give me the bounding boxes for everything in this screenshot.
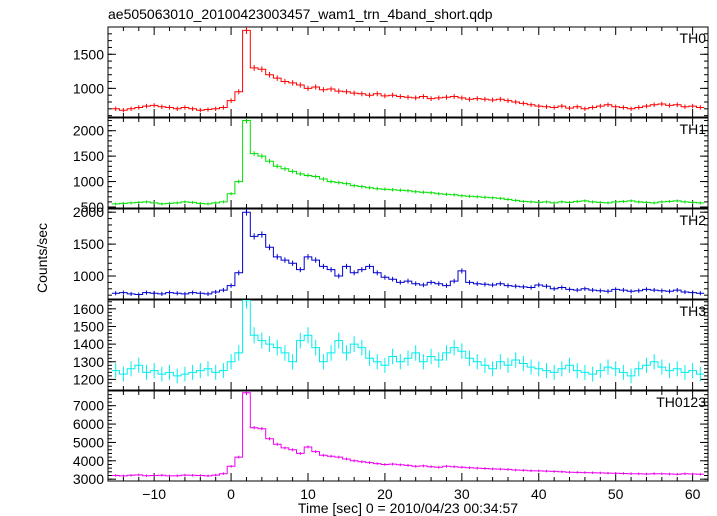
- x-tick-label: 10: [300, 486, 316, 502]
- panel-label: TH3: [680, 303, 707, 319]
- x-tick-label: 30: [454, 486, 470, 502]
- y-tick-label: 1500: [73, 318, 104, 334]
- y-tick-label: 1500: [73, 236, 104, 252]
- panel-label: TH1: [680, 121, 707, 137]
- y-tick-label: 1500: [73, 46, 104, 62]
- y-tick-label: 500: [81, 199, 105, 215]
- panel-label: TH0123: [656, 394, 706, 410]
- y-tick-label: 2000: [73, 123, 104, 139]
- y-tick-label: 3000: [73, 471, 104, 487]
- x-tick-label: 40: [531, 486, 547, 502]
- panel-frame: [107, 26, 709, 118]
- error-bars: [115, 209, 701, 297]
- y-tick-label: 2000: [73, 204, 104, 220]
- panel-label: TH0: [680, 30, 707, 46]
- y-tick-label: 7000: [73, 398, 104, 414]
- y-tick-label: 1000: [73, 80, 104, 96]
- y-tick-label: 1000: [73, 174, 104, 190]
- y-axis-label: Counts/sec: [34, 223, 50, 293]
- error-bars: [115, 118, 701, 206]
- panel-th0: 1000 1500 TH0: [73, 26, 709, 118]
- x-tick-label: 50: [608, 486, 624, 502]
- x-tick-label: −10: [142, 486, 166, 502]
- error-bars: [115, 27, 701, 113]
- y-tick-label: 1400: [73, 336, 104, 352]
- panel-frame: [107, 208, 709, 300]
- y-tick-label: 1500: [73, 148, 104, 164]
- y-tick-label: 1200: [73, 371, 104, 387]
- series-line-th0123: [111, 392, 705, 477]
- x-axis-label: Time [sec] 0 = 2010/04/23 00:34:57: [298, 500, 518, 516]
- y-tick-label: 1600: [73, 301, 104, 317]
- x-tick-label: 20: [377, 486, 393, 502]
- panel-th1: 500 1000 1500 2000 TH1: [73, 117, 709, 215]
- y-tick-label: 5000: [73, 434, 104, 450]
- panel-th2: 1000 1500 2000 TH2: [73, 204, 709, 300]
- x-tick-label: 60: [685, 486, 701, 502]
- panel-th0123: 3000 4000 5000 6000 7000 TH0123: [73, 390, 709, 487]
- error-bars: [115, 391, 701, 478]
- error-bars: [115, 300, 701, 384]
- chart-title: ae505063010_20100423003457_wam1_trn_4ban…: [108, 6, 493, 22]
- x-tick-label: 0: [227, 486, 235, 502]
- y-tick-label: 1000: [73, 268, 104, 284]
- panel-frame: [107, 117, 709, 209]
- panel-label: TH2: [680, 212, 707, 228]
- y-tick-label: 1300: [73, 354, 104, 370]
- y-tick-label: 4000: [73, 453, 104, 469]
- panel-frame: [107, 299, 709, 391]
- panel-frame: [107, 390, 709, 482]
- y-tick-label: 6000: [73, 416, 104, 432]
